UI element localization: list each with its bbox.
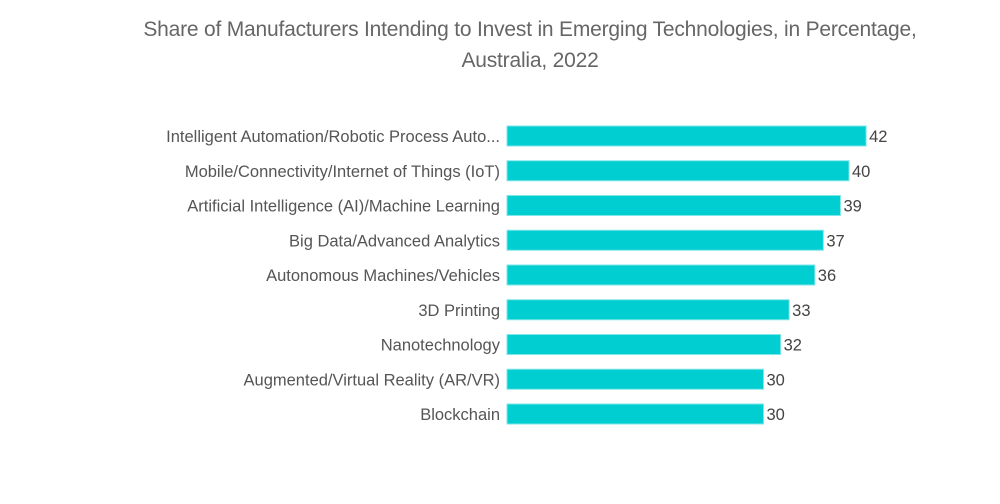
bars	[506, 125, 867, 425]
data-label: 30	[767, 371, 785, 389]
data-label: 37	[826, 232, 844, 250]
bar	[506, 125, 867, 147]
bar	[506, 229, 824, 251]
category-label: Intelligent Automation/Robotic Process A…	[166, 128, 500, 146]
category-label: Big Data/Advanced Analytics	[289, 232, 500, 250]
data-label: 33	[792, 302, 810, 320]
bar	[506, 195, 841, 216]
bar	[506, 299, 790, 321]
bar	[506, 160, 850, 182]
bar	[506, 403, 764, 425]
chart-title-line-2: Australia, 2022	[461, 49, 599, 72]
category-label: Nanotechnology	[381, 337, 501, 355]
data-label: 36	[818, 267, 836, 285]
bar	[506, 264, 816, 286]
category-label: Blockchain	[420, 406, 500, 424]
category-label: 3D Printing	[418, 302, 500, 320]
chart-title-line-1: Share of Manufacturers Intending to Inve…	[143, 18, 917, 41]
category-label: Artificial Intelligence (AI)/Machine Lea…	[187, 198, 500, 216]
data-label: 32	[784, 337, 802, 355]
bar	[506, 368, 764, 390]
category-labels: Intelligent Automation/Robotic Process A…	[166, 128, 501, 424]
category-label: Autonomous Machines/Vehicles	[266, 267, 500, 285]
chart-title: Share of Manufacturers Intending to Inve…	[60, 14, 1000, 76]
bar	[506, 334, 782, 355]
data-label: 39	[843, 198, 861, 216]
value-labels: 42 40 39 37 36 33 32 30 30	[767, 128, 888, 424]
category-label: Mobile/Connectivity/Internet of Things (…	[185, 163, 500, 181]
data-label: 40	[852, 163, 870, 181]
data-label: 30	[767, 406, 785, 424]
data-label: 42	[869, 128, 887, 146]
category-label: Augmented/Virtual Reality (AR/VR)	[244, 371, 500, 389]
